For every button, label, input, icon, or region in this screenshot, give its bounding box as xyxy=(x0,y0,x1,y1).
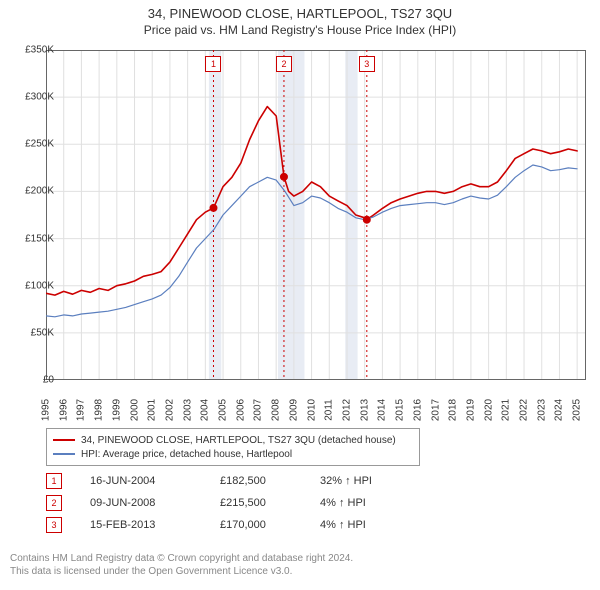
event-delta: 32% ↑ HPI xyxy=(320,475,430,487)
chart-plot xyxy=(46,50,586,380)
callout-label: 3 xyxy=(359,56,375,72)
y-tick-label: £50K xyxy=(31,327,54,338)
callout-label: 2 xyxy=(276,56,292,72)
x-tick-label: 2018 xyxy=(448,399,459,421)
x-tick-label: 1996 xyxy=(58,399,69,421)
x-tick-label: 2015 xyxy=(395,399,406,421)
x-tick-label: 2025 xyxy=(572,399,583,421)
chart-subtitle: Price paid vs. HM Land Registry's House … xyxy=(0,21,600,37)
y-tick-label: £200K xyxy=(25,186,54,197)
x-tick-label: 2023 xyxy=(536,399,547,421)
footer-line-1: Contains HM Land Registry data © Crown c… xyxy=(10,552,353,565)
x-tick-label: 2002 xyxy=(164,399,175,421)
callout-dot xyxy=(209,204,217,212)
x-tick-label: 2021 xyxy=(501,399,512,421)
x-tick-label: 2006 xyxy=(235,399,246,421)
event-delta: 4% ↑ HPI xyxy=(320,497,430,509)
x-tick-label: 2016 xyxy=(412,399,423,421)
x-tick-label: 2022 xyxy=(519,399,530,421)
x-tick-label: 2014 xyxy=(377,399,388,421)
legend: 34, PINEWOOD CLOSE, HARTLEPOOL, TS27 3QU… xyxy=(46,428,420,466)
y-tick-label: £100K xyxy=(25,280,54,291)
x-tick-label: 2007 xyxy=(253,399,264,421)
x-tick-label: 2001 xyxy=(147,399,158,421)
x-tick-label: 1997 xyxy=(76,399,87,421)
shaded-band xyxy=(278,50,305,380)
x-tick-label: 2004 xyxy=(200,399,211,421)
event-table: 1 16-JUN-2004£182,50032% ↑ HPI 2 09-JUN-200… xyxy=(46,470,430,536)
x-tick-label: 1998 xyxy=(94,399,105,421)
event-date: 15-FEB-2013 xyxy=(90,519,220,531)
x-tick-label: 2009 xyxy=(288,399,299,421)
legend-row: 34, PINEWOOD CLOSE, HARTLEPOOL, TS27 3QU… xyxy=(53,433,413,447)
y-tick-label: £250K xyxy=(25,139,54,150)
x-tick-label: 2008 xyxy=(271,399,282,421)
event-row: 1 16-JUN-2004£182,50032% ↑ HPI xyxy=(46,470,430,492)
event-price: £182,500 xyxy=(220,475,320,487)
event-marker: 2 xyxy=(46,495,62,511)
callout-dot xyxy=(363,216,371,224)
event-marker: 3 xyxy=(46,517,62,533)
shaded-band xyxy=(209,50,221,380)
x-tick-label: 2024 xyxy=(554,399,565,421)
x-tick-label: 2017 xyxy=(430,399,441,421)
x-tick-label: 2005 xyxy=(218,399,229,421)
event-price: £170,000 xyxy=(220,519,320,531)
x-tick-label: 2020 xyxy=(483,399,494,421)
x-tick-label: 2019 xyxy=(465,399,476,421)
x-tick-label: 2000 xyxy=(129,399,140,421)
legend-swatch xyxy=(53,453,75,455)
x-tick-label: 2013 xyxy=(359,399,370,421)
chart-container: 34, PINEWOOD CLOSE, HARTLEPOOL, TS27 3QU… xyxy=(0,0,600,590)
y-tick-label: £150K xyxy=(25,233,54,244)
x-tick-label: 2003 xyxy=(182,399,193,421)
footer-attribution: Contains HM Land Registry data © Crown c… xyxy=(10,552,353,578)
x-tick-label: 1995 xyxy=(41,399,52,421)
chart-title: 34, PINEWOOD CLOSE, HARTLEPOOL, TS27 3QU xyxy=(0,0,600,21)
x-tick-label: 2011 xyxy=(324,399,335,421)
y-tick-label: £0 xyxy=(43,375,54,386)
x-tick-label: 2012 xyxy=(341,399,352,421)
callout-dot xyxy=(280,173,288,181)
legend-label: 34, PINEWOOD CLOSE, HARTLEPOOL, TS27 3QU… xyxy=(81,435,396,446)
event-marker: 1 xyxy=(46,473,62,489)
plot-border xyxy=(47,51,586,380)
legend-label: HPI: Average price, detached house, Hart… xyxy=(81,449,292,460)
event-date: 09-JUN-2008 xyxy=(90,497,220,509)
x-tick-label: 2010 xyxy=(306,399,317,421)
callout-label: 1 xyxy=(205,56,221,72)
y-tick-label: £350K xyxy=(25,45,54,56)
x-tick-label: 1999 xyxy=(111,399,122,421)
event-date: 16-JUN-2004 xyxy=(90,475,220,487)
footer-line-2: This data is licensed under the Open Gov… xyxy=(10,565,353,578)
event-delta: 4% ↑ HPI xyxy=(320,519,430,531)
y-tick-label: £300K xyxy=(25,92,54,103)
legend-swatch xyxy=(53,439,75,441)
chart-area: 1 2 3 xyxy=(46,50,586,380)
event-row: 2 09-JUN-2008£215,5004% ↑ HPI xyxy=(46,492,430,514)
legend-row: HPI: Average price, detached house, Hart… xyxy=(53,447,413,461)
event-row: 3 15-FEB-2013£170,0004% ↑ HPI xyxy=(46,514,430,536)
event-price: £215,500 xyxy=(220,497,320,509)
